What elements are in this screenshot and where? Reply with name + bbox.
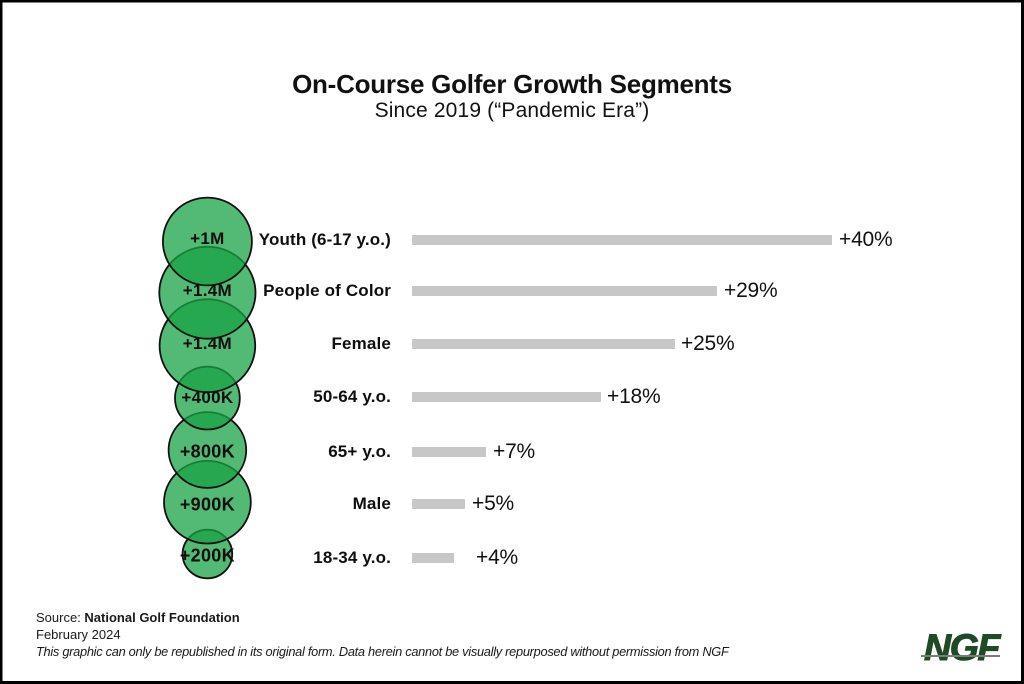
value-label: +40% bbox=[839, 227, 893, 251]
bar bbox=[412, 391, 601, 402]
category-label: Female bbox=[331, 333, 391, 353]
bubble-0 bbox=[161, 196, 253, 287]
value-label: +5% bbox=[472, 492, 515, 515]
category-label: Male bbox=[352, 494, 391, 513]
value-label: +25% bbox=[681, 331, 735, 355]
bubble-label: +400K bbox=[181, 388, 234, 408]
value-label: +18% bbox=[607, 384, 661, 408]
date-line: February 2024 bbox=[36, 627, 121, 642]
chart-title: On-Course Golfer Growth Segments bbox=[292, 68, 732, 99]
category-label: 65+ y.o. bbox=[328, 441, 391, 461]
bubble-label: +800K bbox=[179, 441, 235, 462]
bar bbox=[412, 286, 717, 296]
bar bbox=[412, 552, 454, 563]
source-line: Source: National Golf Foundation bbox=[36, 610, 240, 625]
bar bbox=[412, 338, 675, 349]
disclaimer-line: This graphic can only be republished in … bbox=[36, 644, 729, 659]
ngf-logo: NGF bbox=[924, 626, 1001, 668]
bar bbox=[412, 499, 465, 509]
bubble-label: +1M bbox=[190, 229, 225, 249]
category-label: Youth (6-17 y.o.) bbox=[258, 229, 391, 249]
bar bbox=[412, 234, 832, 245]
source-name: National Golf Foundation bbox=[84, 610, 240, 625]
bar bbox=[412, 446, 486, 457]
bubble-label: +1.4M bbox=[182, 280, 233, 300]
chart-subtitle: Since 2019 (“Pandemic Era”) bbox=[374, 99, 650, 122]
bubble-label: +1.4M bbox=[182, 334, 233, 354]
ngf-logo-underline bbox=[921, 655, 1000, 658]
value-label: +29% bbox=[724, 279, 778, 302]
value-label: +4% bbox=[476, 545, 519, 569]
source-prefix: Source: bbox=[36, 610, 85, 625]
category-label: 50-64 y.o. bbox=[313, 386, 391, 406]
bubble-label: +200K bbox=[179, 545, 235, 565]
value-label: +7% bbox=[493, 439, 536, 463]
category-label: 18-34 y.o. bbox=[313, 547, 391, 567]
category-label: People of Color bbox=[263, 281, 391, 300]
bubble-label: +900K bbox=[179, 494, 235, 515]
